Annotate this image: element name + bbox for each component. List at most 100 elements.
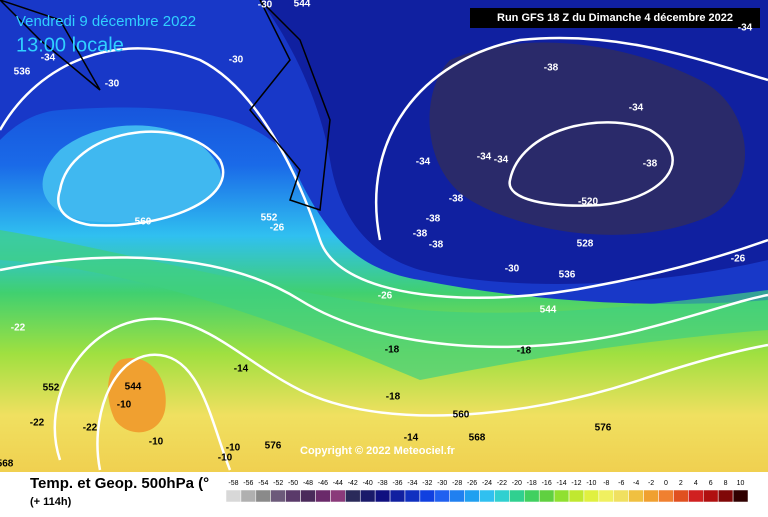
legend-label: -28 [452,480,462,487]
legend-label: -38 [378,480,388,487]
legend-swatch [255,489,271,503]
legend-label: -4 [633,480,639,487]
coastlines [0,0,331,212]
contour-label: -26 [731,254,746,265]
legend-swatch [374,489,391,503]
contour-label: 536 [559,270,576,281]
contour-label: -18 [386,392,401,403]
contour-label: -520 [578,197,598,208]
contour-label: -38 [426,214,441,225]
legend-label: -40 [363,480,373,487]
legend-swatch [419,489,436,503]
legend-swatch [315,489,331,503]
legend-label: 8 [724,480,728,487]
legend-label: -18 [527,480,537,487]
contour-label: -34 [494,155,509,166]
legend-swatch [717,489,734,503]
color-scale: -58 -56 -54 -52 -50 -48 -46 -44 -42 -40 -38 -36 -34-… [225,480,749,503]
geopotential-contours [0,36,768,471]
legend-label: -50 [288,480,298,487]
legend-swatch [553,489,570,503]
legend-swatch [673,489,689,503]
legend-label: -10 [586,480,596,487]
contour-label: -34 [41,53,56,64]
legend-swatch [509,489,525,503]
legend-swatch [359,489,376,503]
legend-swatch [300,489,316,503]
legend-label: 2 [679,480,683,487]
legend-swatch [345,489,361,503]
legend-label: -16 [542,480,552,487]
legend-label: 4 [694,480,698,487]
legend-swatch [538,489,555,503]
contour-label: -14 [404,433,419,444]
contour-label: -14 [234,364,249,375]
contour-label: 552 [43,383,60,394]
contour-label: -38 [413,229,428,240]
contour-label: -38 [643,159,658,170]
contour-label: -10 [226,443,241,454]
legend-label: -26 [467,480,477,487]
legend-swatch [703,489,719,503]
contour-label: 544 [125,382,142,393]
contour-label: 544 [540,305,557,316]
legend-label: -20 [512,480,522,487]
legend-swatch [688,489,704,503]
run-banner [470,8,760,28]
legend-swatch [643,489,659,503]
contour-label: -18 [517,346,532,357]
contour-label: -30 [258,0,273,11]
legend-label: -52 [273,480,283,487]
contour-label: -30 [505,264,520,275]
contour-label: 560 [453,410,470,421]
legend-swatch [434,489,450,503]
contour-label: -34 [477,152,492,163]
legend-swatch [240,489,257,503]
legend-swatch [389,489,406,503]
contour-label: 552 [261,213,278,224]
legend-label: -14 [557,480,567,487]
contour-label: -10 [218,453,233,464]
legend-label: -34 [407,480,417,487]
legend-label: -30 [437,480,447,487]
contour-label: -22 [30,418,45,429]
contour-label: -10 [149,437,164,448]
contour-label: 536 [14,67,31,78]
legend-swatch [524,489,540,503]
contour-label: 560 [135,217,152,228]
contour-label: -38 [449,194,464,205]
date-text: Vendredi 9 décembre 2022 [16,13,196,30]
legend-swatch [494,489,510,503]
legend-swatch [598,489,615,503]
legend-swatch [270,489,286,503]
contour-label: 576 [265,441,282,452]
legend-swatch [464,489,480,503]
legend-swatch [583,489,600,503]
run-text: Run GFS 18 Z du Dimanche 4 décembre 2022 [497,12,733,24]
legend-label: -44 [333,480,343,487]
legend-label: -42 [348,480,358,487]
legend-label: -32 [422,480,432,487]
footer-lead: (+ 114h) [30,496,72,508]
legend-label: 0 [664,480,668,487]
legend-label: -56 [243,480,253,487]
contour-label: -26 [378,291,393,302]
legend-label: 6 [709,480,713,487]
legend-swatch [732,489,749,503]
legend-swatch [225,489,242,503]
contour-label: -34 [416,157,431,168]
contour-label: 568 [0,459,14,470]
legend-swatch [568,489,585,503]
legend-label: -22 [497,480,507,487]
legend-swatch [628,489,644,503]
contour-label: -34 [738,23,753,34]
contour-label: 544 [294,0,311,10]
contour-label: -34 [629,103,644,114]
contour-label: -26 [270,223,285,234]
contour-label: -30 [229,55,244,66]
contour-label: -22 [11,323,26,334]
legend-label: 10 [737,480,745,487]
legend-label: -36 [392,480,402,487]
contour-label: -38 [544,63,559,74]
